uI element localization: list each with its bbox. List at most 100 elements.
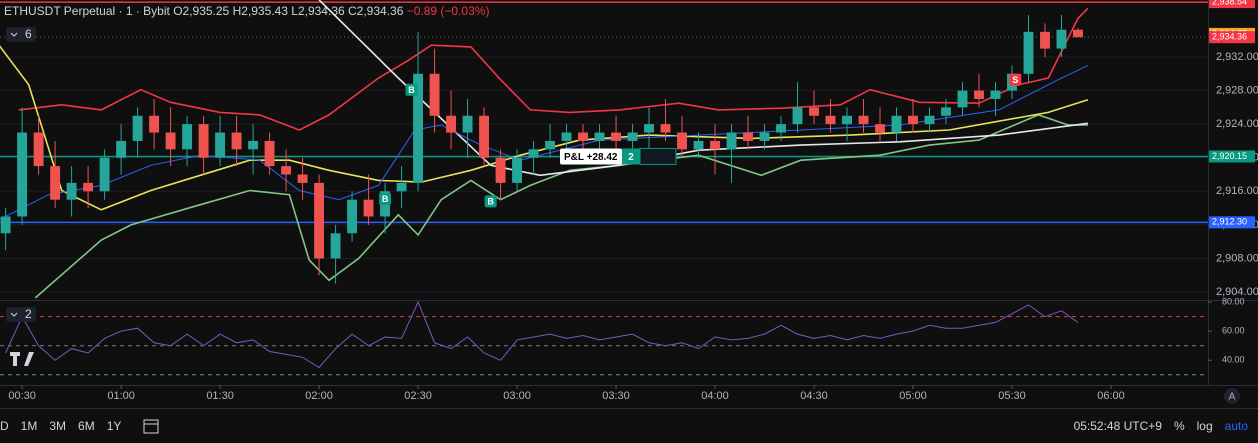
x-tick-label: 04:00: [701, 390, 729, 402]
candle-body: [132, 115, 143, 141]
symbol: ETHUSDT Perpetual · 1 · Bybit: [4, 4, 170, 18]
chevron: [10, 32, 18, 37]
price-tag: [1209, 0, 1255, 9]
candle-body: [561, 132, 572, 141]
candle-body: [413, 73, 424, 183]
indicator-toggle[interactable]: [6, 27, 36, 42]
percent-toggle[interactable]: %: [1173, 419, 1185, 433]
candle-body: [248, 140, 259, 150]
candle-body: [363, 199, 374, 217]
price-tag-label: 2,934.36: [1212, 32, 1247, 42]
trade-marker-label: S: [1012, 75, 1018, 85]
candle-body: [875, 124, 885, 133]
chevron: [10, 312, 18, 317]
pnl-badge: [560, 148, 622, 165]
candle-body: [83, 182, 94, 192]
x-tick-label: 00:30: [8, 390, 36, 402]
candle-body: [0, 216, 11, 234]
logo: [10, 352, 34, 366]
candle-body: [809, 107, 819, 116]
candle-body: [429, 73, 440, 116]
rsi-tick-label: 40.00: [1222, 355, 1245, 365]
indicator-line: [0, 45, 1089, 211]
candle-body: [908, 115, 918, 125]
qty-badge: [622, 148, 640, 165]
rsi-line: [5, 300, 1079, 369]
toolbar: D 1M 3M 6M 1Y 05:52:48 UTC+9 % log auto: [0, 408, 1258, 443]
candle-body: [165, 132, 176, 150]
candle-body: [396, 182, 407, 192]
candle-body: [1056, 29, 1067, 49]
candle-body: [660, 124, 671, 133]
x-tick-label: 02:00: [305, 390, 333, 402]
position-controls[interactable]: [639, 147, 677, 165]
y-tick-label: 2,928.00: [1216, 84, 1258, 96]
candle-body: [347, 199, 358, 234]
candle-body: [578, 132, 588, 141]
axis-button-label: A: [1229, 392, 1236, 403]
candle-body: [792, 107, 803, 125]
x-tick-label: 03:30: [602, 390, 630, 402]
candle-body: [495, 157, 506, 183]
candle-body: [759, 132, 770, 141]
rsi-tick-label: 60.00: [1222, 326, 1245, 336]
axis-button[interactable]: [1224, 388, 1240, 404]
candle-body: [198, 124, 209, 158]
trade-marker-label: B: [487, 197, 494, 207]
candle-body: [627, 132, 638, 141]
price-tag: [1209, 150, 1255, 163]
price-tag: [1209, 31, 1255, 44]
x-tick-label: 01:00: [107, 390, 135, 402]
trade-marker: [405, 83, 418, 96]
candle-body: [1040, 31, 1050, 49]
y-tick-label: 2,904.00: [1216, 286, 1258, 298]
range-button[interactable]: D: [0, 419, 9, 433]
log-toggle[interactable]: log: [1196, 419, 1213, 433]
indicator-line: [18, 7, 1089, 131]
qty-label: 2: [628, 152, 634, 163]
calendar-icon[interactable]: [141, 416, 161, 436]
rsi-tick-label: 80.00: [1222, 296, 1245, 306]
y-tick-label: 2,916.00: [1216, 185, 1258, 197]
candle-body: [231, 132, 242, 150]
price-tag-label: 2,920.15: [1212, 151, 1247, 161]
candle-body: [297, 174, 308, 183]
trade-marker: [379, 192, 392, 205]
range-button[interactable]: 6M: [78, 419, 95, 433]
range-button[interactable]: 1M: [20, 419, 38, 433]
candle-body: [743, 132, 753, 141]
candle-body: [710, 140, 720, 150]
candle-body: [611, 132, 621, 141]
auto-toggle[interactable]: auto: [1224, 419, 1248, 433]
price-tag-label: 2,912.30: [1212, 217, 1247, 227]
trade-marker-label: B: [382, 194, 389, 204]
range-button[interactable]: 3M: [49, 419, 67, 433]
candle-body: [594, 132, 605, 141]
candle-body: [99, 157, 110, 192]
range-button[interactable]: 1Y: [106, 419, 122, 433]
candle-body: [924, 115, 935, 125]
candle-body: [215, 132, 226, 158]
candle-body: [1073, 29, 1083, 38]
candle-body: [891, 115, 902, 133]
indicator-count: 6: [25, 27, 32, 41]
y-tick-label: 2,908.00: [1216, 252, 1258, 264]
candle-body: [182, 124, 193, 150]
candle-body: [330, 233, 341, 259]
ohlc: O2,935.25 H2,935.43 L2,934.36 C2,934.36: [173, 4, 404, 18]
candle-body: [776, 124, 786, 133]
candle-body: [941, 107, 951, 116]
x-tick-label: 05:30: [998, 390, 1026, 402]
candle-body: [1023, 31, 1034, 74]
trade-marker: [1009, 73, 1022, 86]
trade-marker: [484, 195, 497, 208]
clock: 05:52:48 UTC+9: [1073, 419, 1162, 433]
x-tick-label: 06:00: [1097, 390, 1125, 402]
candle-body: [446, 115, 457, 133]
candle-body: [545, 140, 556, 150]
candle-body: [990, 90, 1001, 99]
indicator-toggle[interactable]: [6, 307, 36, 322]
x-tick-label: 03:00: [503, 390, 531, 402]
candle-body: [66, 182, 77, 200]
